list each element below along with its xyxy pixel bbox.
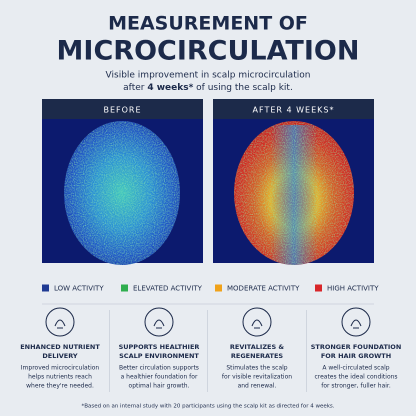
feature-title: SCALP ENVIRONMENT (119, 352, 199, 360)
legend-label: ELEVATED ACTIVITY (133, 285, 203, 293)
heatmap-texture (64, 121, 180, 265)
legend-label: LOW ACTIVITY (54, 285, 104, 293)
icon (144, 307, 174, 337)
icon-glyph (350, 319, 362, 329)
icon-glyph (251, 319, 263, 329)
feature-text: Improved microcirculation (21, 365, 100, 372)
feature-title: ENHANCED NUTRIENT (20, 343, 100, 351)
feature-text: for stronger, fuller hair. (321, 383, 391, 390)
subtitle-part: of using the scalp kit. (193, 83, 293, 93)
icon (45, 307, 75, 337)
feature-title: SUPPORTS HEALTHIER (119, 343, 200, 351)
panel-label: AFTER 4 WEEKS* (253, 106, 335, 115)
heatmap-texture (234, 121, 354, 265)
legend-swatch (315, 284, 322, 292)
feature-text: optimal hair growth. (129, 383, 190, 390)
feature-text: creates the ideal conditions (314, 374, 397, 381)
feature-title: STRONGER FOUNDATION (311, 343, 402, 351)
icon-glyph (54, 319, 66, 329)
legend: LOW ACTIVITY ELEVATED ACTIVITY MODERATE AC… (42, 284, 379, 293)
feature-text: helps nutrients reach (28, 374, 92, 381)
feature-text: and renewal. (238, 383, 277, 390)
feature-title: REGENERATES (231, 352, 284, 360)
legend-swatch (215, 284, 222, 292)
icon (341, 307, 371, 337)
feature-title: REVITALIZES & (230, 343, 285, 351)
panel-label: BEFORE (103, 106, 141, 115)
title-line: MEASUREMENT OF (108, 13, 308, 35)
footnote: *Based on an internal study with 20 part… (81, 404, 334, 410)
feature-text: where they're needed. (26, 383, 94, 390)
feature-text: A well-circulated scalp (322, 365, 389, 372)
panel-header (42, 99, 203, 119)
feature-title: FOR HAIR GROWTH (321, 352, 391, 360)
feature-text: Stimulates the scalp (226, 365, 287, 372)
title-line: MICROCIRCULATION (57, 36, 360, 67)
icon (242, 307, 272, 337)
legend-swatch (42, 284, 49, 292)
subtitle-bold: 4 weeks* (147, 83, 193, 93)
legend-label: HIGH ACTIVITY (327, 285, 379, 293)
subtitle: after 4 weeks* of using the scalp kit. (123, 83, 293, 93)
panel-header (213, 99, 374, 119)
feature-text: Better circulation supports (119, 365, 199, 372)
subtitle-part: after (123, 83, 147, 93)
icon-glyph (153, 319, 165, 329)
feature-text: for visible revitalization (222, 374, 292, 381)
subtitle: Visible improvement in scalp microcircul… (106, 71, 311, 81)
feature-text: a healthier foundation for (121, 374, 198, 381)
legend-swatch (121, 284, 128, 292)
feature-title: DELIVERY (42, 352, 78, 360)
legend-label: MODERATE ACTIVITY (227, 285, 300, 293)
